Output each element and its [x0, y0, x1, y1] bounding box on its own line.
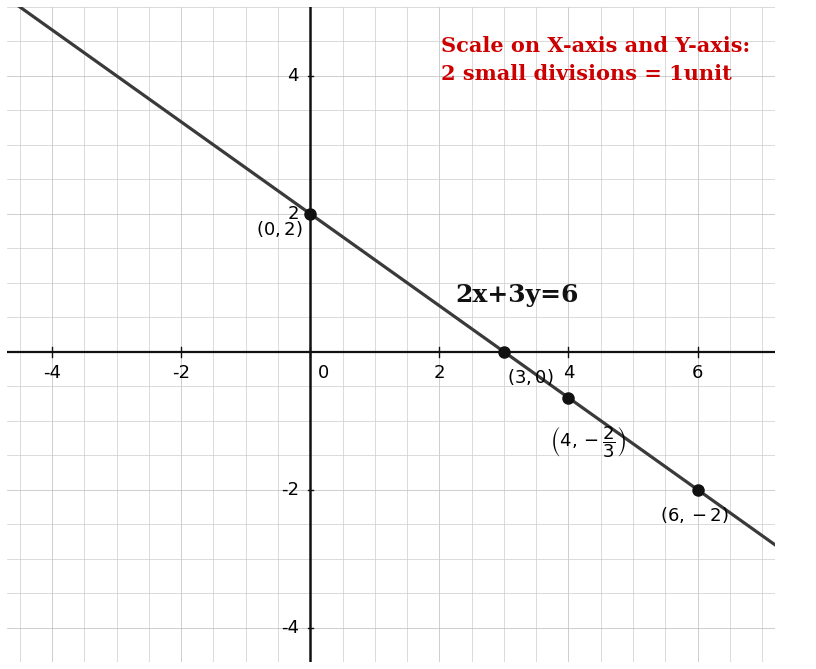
Text: Scale on X-axis and Y-axis:
2 small divisions = 1unit: Scale on X-axis and Y-axis: 2 small divi… — [441, 36, 750, 84]
Text: $(6, -2)$: $(6, -2)$ — [660, 505, 729, 524]
Text: 6: 6 — [692, 364, 703, 382]
Text: 4: 4 — [287, 67, 299, 85]
Text: $(3, 0)$: $(3, 0)$ — [508, 367, 554, 387]
Text: 2: 2 — [433, 364, 446, 382]
Text: -2: -2 — [172, 364, 190, 382]
Text: -4: -4 — [281, 619, 299, 637]
Text: 2: 2 — [287, 205, 299, 223]
Text: $\left(4,-\dfrac{2}{3}\right)$: $\left(4,-\dfrac{2}{3}\right)$ — [551, 424, 627, 460]
Text: 2x+3y=6: 2x+3y=6 — [455, 283, 579, 307]
Text: -4: -4 — [43, 364, 61, 382]
Text: 0: 0 — [318, 364, 330, 382]
Text: -2: -2 — [281, 480, 299, 498]
Text: $(0, 2)$: $(0, 2)$ — [256, 219, 303, 239]
Text: 4: 4 — [563, 364, 574, 382]
